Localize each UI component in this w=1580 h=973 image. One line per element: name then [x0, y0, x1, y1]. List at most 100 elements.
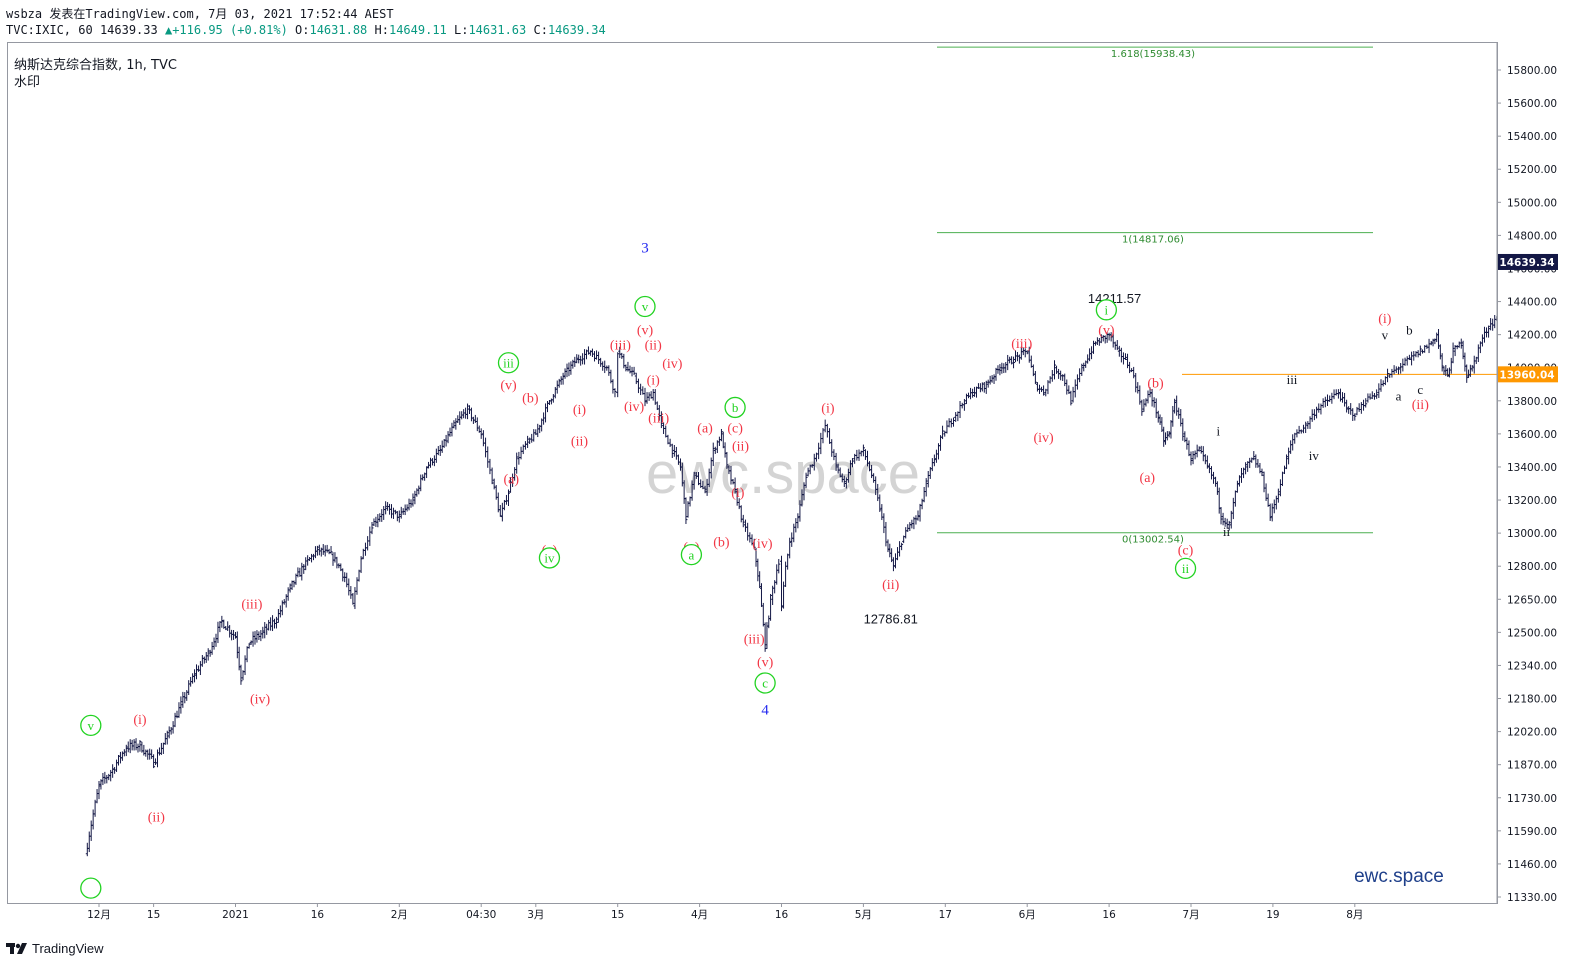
wave-circle [538, 547, 561, 569]
wave-label-minor: (a) [697, 421, 713, 436]
y-tick-label: 12340.00 [1507, 660, 1557, 672]
chart-legend-watermark: 水印 [14, 75, 41, 90]
y-tick-label: 15800.00 [1507, 65, 1557, 77]
y-tick-label: 13000.00 [1507, 528, 1557, 540]
wave-label-minor: (i) [647, 373, 661, 388]
close-label: C: [533, 23, 548, 37]
y-tick-label: 12500.00 [1507, 627, 1557, 639]
wave-label-primary: 3 [641, 240, 649, 256]
wave-label-subminute: b [1406, 322, 1413, 337]
wave-label-subminute: iv [1309, 448, 1320, 463]
wave-label-subminute: iii [1287, 372, 1298, 387]
wave-label-minor: (c) [1178, 544, 1194, 559]
y-tick-label: 13400.00 [1507, 462, 1557, 474]
wave-label-subminute: c [1417, 382, 1423, 397]
y-tick-label: 11730.00 [1507, 793, 1557, 805]
open-value: 14631.88 [309, 23, 368, 37]
wave-circle [1095, 299, 1118, 321]
publish-info: wsbza 发表在TradingView.com, 7月 03, 2021 17… [6, 7, 394, 21]
wave-circle [680, 543, 703, 566]
y-tick-label: 12800.00 [1507, 561, 1557, 573]
y-tick-label: 11330.00 [1507, 892, 1557, 904]
wave-label-minor: (iii) [744, 633, 765, 648]
x-tick-label: 3月 [527, 909, 544, 921]
x-tick-label: 5月 [855, 909, 872, 921]
wave-circle [754, 672, 776, 694]
x-tick-label: 15 [611, 909, 624, 921]
x-tick-label: 19 [1266, 909, 1279, 921]
wave-label-minor: (b) [713, 535, 730, 550]
wave-label-minor: (b) [522, 392, 539, 407]
low-label: L: [454, 23, 469, 37]
wave-label-minor: (b) [1147, 377, 1164, 392]
wave-label-minor: (iv) [662, 357, 683, 372]
low-value: 14631.63 [468, 23, 527, 37]
y-tick-label: 12020.00 [1507, 727, 1557, 739]
wave-label-minor: (iv) [752, 537, 773, 552]
wave-label-circled: v [88, 718, 95, 733]
wave-label-minor: (ii) [882, 578, 899, 593]
wave-label-minor: (ii) [732, 439, 749, 454]
symbol-label: TVC:IXIC, 60 [6, 23, 93, 37]
x-tick-label: 4月 [691, 909, 708, 921]
wave-label-minor: (c) [727, 421, 743, 436]
price-annotation: 12786.81 [864, 612, 918, 627]
support-price-tag: 13960.04 [1499, 369, 1554, 381]
y-tick-label: 11590.00 [1507, 826, 1557, 838]
y-tick-label: 11460.00 [1507, 859, 1557, 871]
wave-label-subminute: v [1382, 327, 1389, 342]
last-price-label: 14639.33 [99, 23, 158, 37]
wave-label-minor: (iv) [250, 693, 271, 708]
wave-label-minor: (ii) [1412, 398, 1429, 413]
wave-label-primary: 4 [761, 702, 769, 718]
x-tick-label: 04:30 [466, 909, 496, 921]
wave-label-minor: (i) [821, 401, 835, 416]
wave-label-circled: iii [503, 355, 514, 370]
wave-label-minor: (i) [731, 486, 745, 501]
chart-frame [7, 42, 1498, 904]
wave-label-minor: (ii) [645, 339, 662, 354]
wave-circle [497, 352, 520, 374]
y-tick-label: 11870.00 [1507, 760, 1557, 772]
y-tick-label: 15400.00 [1507, 131, 1557, 143]
wave-label-subminute: a [1396, 389, 1402, 404]
x-tick-label: 2021 [222, 909, 249, 921]
y-tick-label: 13200.00 [1507, 495, 1557, 507]
wave-label-minor: (v) [637, 324, 654, 339]
wave-label-minor: (v) [500, 378, 517, 393]
y-tick-label: 13800.00 [1507, 396, 1557, 408]
footer-brand: TradingView [32, 940, 104, 956]
y-tick-label: 14400.00 [1507, 297, 1557, 309]
wave-label-minor: (iii) [648, 411, 669, 426]
wave-label-minor: (i) [1378, 312, 1392, 327]
y-tick-label: 15600.00 [1507, 98, 1557, 110]
last-price-tag: 14639.34 [1499, 257, 1554, 269]
wave-circle [634, 295, 656, 318]
wave-label-minor: (a) [1140, 471, 1156, 486]
wave-label-circled: i [1105, 303, 1109, 318]
wave-label-minor: (i) [573, 403, 587, 418]
wave-label-minor: (ii) [571, 435, 588, 450]
up-arrow-icon: ▲ [164, 23, 173, 37]
wave-label-minor: (iii) [241, 598, 262, 613]
y-tick-label: 13600.00 [1507, 429, 1557, 441]
y-tick-label: 15000.00 [1507, 197, 1557, 209]
x-tick-label: 16 [311, 909, 325, 921]
footer[interactable]: TradingView [6, 938, 104, 958]
wave-label-circled: ii [1182, 561, 1190, 576]
x-tick-label: 2月 [391, 909, 408, 921]
wave-label-minor: (i) [133, 713, 147, 728]
x-tick-label: 16 [1102, 909, 1116, 921]
chart-legend-title: 纳斯达克综合指数, 1h, TVC [14, 58, 177, 73]
x-tick-label: 15 [147, 909, 160, 921]
fib-level-label: 0(13002.54) [1122, 535, 1184, 546]
wave-label-circled: c [762, 676, 768, 691]
support-price-tag-bg [1498, 366, 1558, 383]
ohlc-bars [85, 315, 1497, 857]
y-tick-label: 12650.00 [1507, 594, 1557, 606]
last-price-tag-bg [1498, 253, 1558, 270]
wave-label-minor: (v) [757, 655, 774, 670]
plot-area: ewc.space 1.618(15938.43) 1(14817.06) 0(130… [80, 46, 1497, 899]
wave-circle [1174, 557, 1197, 580]
